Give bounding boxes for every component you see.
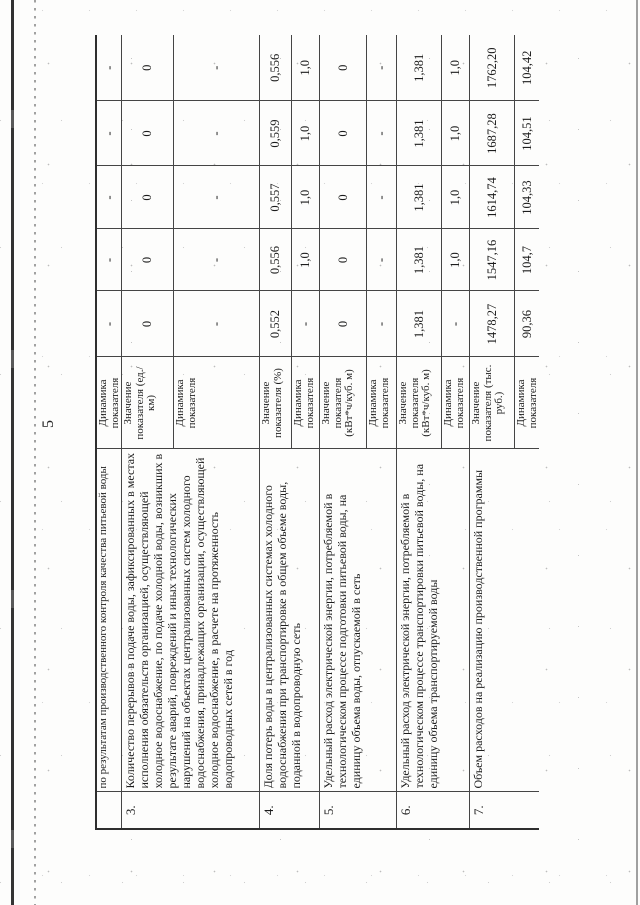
value-cell: 90,36: [514, 291, 539, 357]
value-cell: 1,381: [396, 35, 442, 101]
value-cell: 0,557: [259, 166, 292, 229]
indicator-type-cell: Значение показателя (ед./км): [121, 357, 174, 449]
page-number: 5: [40, 420, 57, 428]
value-cell: 0,559: [259, 101, 292, 166]
table-row: 4. Доля потерь воды в централизованных с…: [259, 35, 320, 829]
description-cell: Объем расходов на реализацию производств…: [469, 449, 539, 792]
value-cell: 0: [121, 291, 174, 357]
value-cell: 0: [121, 166, 174, 229]
row-number-cell: 4.: [259, 792, 320, 829]
value-cell: 0: [319, 166, 367, 229]
value-cell: 0,556: [259, 35, 292, 101]
value-cell: 1,0: [441, 166, 470, 229]
value-cell: -: [366, 229, 397, 291]
value-cell: 0: [121, 35, 174, 101]
value-cell: 0,556: [259, 229, 292, 291]
value-cell: 1478,27: [469, 291, 515, 357]
indicator-type-cell: Значение показателя (тыс. руб.): [469, 357, 515, 449]
indicator-type-cell: Значение показателя (кВт*ч/куб. м): [319, 357, 367, 449]
table-row: 6. Удельный расход электрической энергии…: [396, 35, 470, 829]
table-row: 3. Количество перерывов в подаче воды, з…: [121, 35, 260, 829]
value-cell: -: [173, 229, 260, 291]
description-cell: Количество перерывов в подаче воды, зафи…: [121, 449, 260, 792]
value-cell: 0: [319, 229, 367, 291]
value-cell: 1,0: [291, 229, 320, 291]
value-cell: 1,381: [396, 101, 442, 166]
value-cell: 1,381: [396, 291, 442, 357]
value-cell: -: [173, 166, 260, 229]
value-cell: -: [173, 101, 260, 166]
value-cell: 104,51: [514, 101, 539, 166]
value-cell: 1,0: [441, 35, 470, 101]
indicator-type-cell: Значение показателя (%): [259, 357, 292, 449]
table-row: 7. Объем расходов на реализацию производ…: [469, 35, 539, 829]
value-cell: -: [441, 291, 470, 357]
indicator-type-cell: Динамика показателя: [514, 357, 539, 449]
value-cell: -: [366, 35, 397, 101]
value-cell: -: [96, 229, 122, 291]
value-cell: -: [96, 101, 122, 166]
value-cell: 0: [319, 291, 367, 357]
description-cell: Удельный расход электрической энергии, п…: [319, 449, 397, 792]
row-number-cell: 3.: [121, 792, 260, 829]
indicator-type-cell: Динамика показателя: [96, 357, 122, 449]
value-cell: 0,552: [259, 291, 292, 357]
value-cell: 1687,28: [469, 101, 515, 166]
indicator-type-cell: Динамика показателя: [366, 357, 397, 449]
value-cell: -: [366, 291, 397, 357]
value-cell: 0: [121, 229, 174, 291]
value-cell: 1,381: [396, 229, 442, 291]
rotated-table-region: по результатам производственного контрол…: [95, 35, 539, 831]
row-number-cell: 6.: [396, 792, 470, 829]
value-cell: 1,381: [396, 166, 442, 229]
value-cell: -: [366, 166, 397, 229]
value-cell: 104,42: [514, 35, 539, 101]
row-number-cell: 5.: [319, 792, 397, 829]
value-cell: 104,7: [514, 229, 539, 291]
value-cell: 1,0: [441, 101, 470, 166]
rotated-table-inner: по результатам производственного контрол…: [95, 35, 539, 830]
indicator-type-cell: Динамика показателя: [441, 357, 470, 449]
indicator-type-cell: Динамика показателя: [291, 357, 320, 449]
value-cell: 0: [319, 35, 367, 101]
table-row: по результатам производственного контрол…: [96, 35, 122, 829]
description-cell: Удельный расход электрической энергии, п…: [396, 449, 470, 792]
table-row: 5. Удельный расход электрической энергии…: [319, 35, 397, 829]
indicator-type-cell: Динамика показателя: [173, 357, 260, 449]
value-cell: 1762,20: [469, 35, 515, 101]
value-cell: 0: [121, 101, 174, 166]
value-cell: -: [96, 35, 122, 101]
value-cell: -: [173, 291, 260, 357]
value-cell: 1547,16: [469, 229, 515, 291]
description-cell: по результатам производственного контрол…: [96, 449, 122, 792]
indicators-table: по результатам производственного контрол…: [95, 35, 539, 830]
scan-left-edge-line: [11, 0, 14, 905]
value-cell: 0: [319, 101, 367, 166]
row-number-cell: [96, 792, 122, 829]
value-cell: 104,33: [514, 166, 539, 229]
scan-binder-dotted-line: [34, 0, 36, 905]
value-cell: -: [366, 101, 397, 166]
value-cell: -: [291, 291, 320, 357]
value-cell: -: [96, 291, 122, 357]
row-number-cell: 7.: [469, 792, 539, 829]
value-cell: 1,0: [291, 101, 320, 166]
value-cell: -: [96, 166, 122, 229]
value-cell: 1614,74: [469, 166, 515, 229]
scan-right-edge-line: [636, 0, 638, 905]
value-cell: 1,0: [291, 166, 320, 229]
value-cell: -: [173, 35, 260, 101]
value-cell: 1,0: [291, 35, 320, 101]
value-cell: 1,0: [441, 229, 470, 291]
description-cell: Доля потерь воды в централизованных сист…: [259, 449, 320, 792]
indicator-type-cell: Значение показателя (кВт*ч/куб. м): [396, 357, 442, 449]
